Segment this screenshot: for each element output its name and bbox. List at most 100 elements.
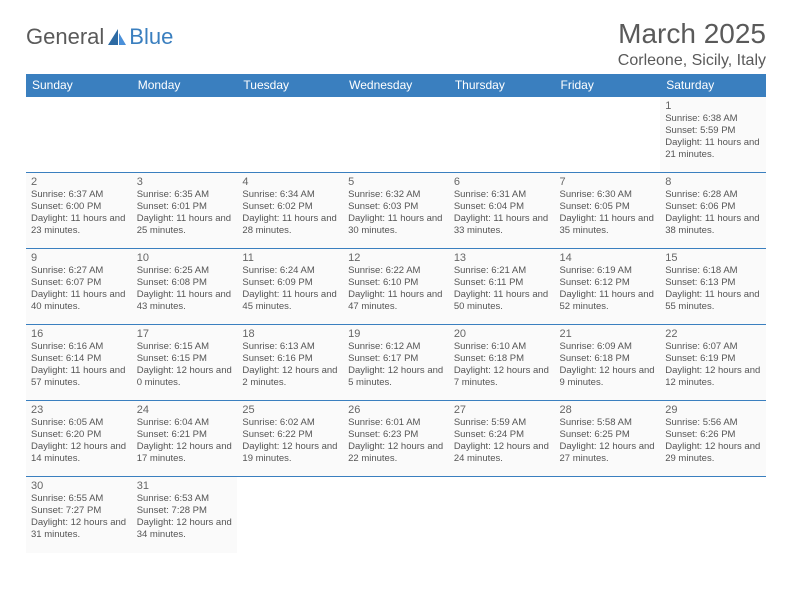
- weekday-header: Monday: [132, 74, 238, 97]
- calendar-day-cell: 19Sunrise: 6:12 AMSunset: 6:17 PMDayligh…: [343, 325, 449, 401]
- sunset-line: Sunset: 6:09 PM: [242, 277, 338, 289]
- day-info: Sunrise: 6:04 AMSunset: 6:21 PMDaylight:…: [137, 417, 233, 465]
- sunset-line: Sunset: 6:19 PM: [665, 353, 761, 365]
- sunset-line: Sunset: 6:08 PM: [137, 277, 233, 289]
- calendar-page: General Blue March 2025 Corleone, Sicily…: [0, 0, 792, 563]
- sunrise-line: Sunrise: 6:13 AM: [242, 341, 338, 353]
- sunrise-line: Sunrise: 6:05 AM: [31, 417, 127, 429]
- day-info: Sunrise: 6:12 AMSunset: 6:17 PMDaylight:…: [348, 341, 444, 389]
- day-number: 15: [665, 252, 761, 264]
- logo-text-2: Blue: [129, 24, 173, 50]
- day-info: Sunrise: 5:59 AMSunset: 6:24 PMDaylight:…: [454, 417, 550, 465]
- sunrise-line: Sunrise: 6:07 AM: [665, 341, 761, 353]
- weekday-header: Friday: [555, 74, 661, 97]
- calendar-day-cell: 7Sunrise: 6:30 AMSunset: 6:05 PMDaylight…: [555, 173, 661, 249]
- sunset-line: Sunset: 6:18 PM: [454, 353, 550, 365]
- day-info: Sunrise: 6:30 AMSunset: 6:05 PMDaylight:…: [560, 189, 656, 237]
- sunrise-line: Sunrise: 6:37 AM: [31, 189, 127, 201]
- calendar-day-cell: 1Sunrise: 6:38 AMSunset: 5:59 PMDaylight…: [660, 97, 766, 173]
- calendar-empty-cell: [26, 97, 132, 173]
- sunset-line: Sunset: 6:01 PM: [137, 201, 233, 213]
- daylight-line: Daylight: 12 hours and 9 minutes.: [560, 365, 656, 389]
- calendar-day-cell: 27Sunrise: 5:59 AMSunset: 6:24 PMDayligh…: [449, 401, 555, 477]
- day-info: Sunrise: 6:24 AMSunset: 6:09 PMDaylight:…: [242, 265, 338, 313]
- sunset-line: Sunset: 6:05 PM: [560, 201, 656, 213]
- sunrise-line: Sunrise: 6:34 AM: [242, 189, 338, 201]
- sunrise-line: Sunrise: 6:10 AM: [454, 341, 550, 353]
- sunrise-line: Sunrise: 6:01 AM: [348, 417, 444, 429]
- sunset-line: Sunset: 6:15 PM: [137, 353, 233, 365]
- day-number: 25: [242, 404, 338, 416]
- day-number: 21: [560, 328, 656, 340]
- calendar-day-cell: 22Sunrise: 6:07 AMSunset: 6:19 PMDayligh…: [660, 325, 766, 401]
- day-number: 6: [454, 176, 550, 188]
- month-title: March 2025: [618, 18, 766, 50]
- day-info: Sunrise: 6:10 AMSunset: 6:18 PMDaylight:…: [454, 341, 550, 389]
- sunset-line: Sunset: 6:12 PM: [560, 277, 656, 289]
- day-number: 22: [665, 328, 761, 340]
- day-number: 16: [31, 328, 127, 340]
- calendar-empty-cell: [132, 97, 238, 173]
- day-info: Sunrise: 6:32 AMSunset: 6:03 PMDaylight:…: [348, 189, 444, 237]
- calendar-empty-cell: [237, 477, 343, 553]
- calendar-day-cell: 29Sunrise: 5:56 AMSunset: 6:26 PMDayligh…: [660, 401, 766, 477]
- calendar-week-row: 2Sunrise: 6:37 AMSunset: 6:00 PMDaylight…: [26, 173, 766, 249]
- day-number: 18: [242, 328, 338, 340]
- daylight-line: Daylight: 11 hours and 33 minutes.: [454, 213, 550, 237]
- day-number: 20: [454, 328, 550, 340]
- day-info: Sunrise: 6:37 AMSunset: 6:00 PMDaylight:…: [31, 189, 127, 237]
- daylight-line: Daylight: 11 hours and 25 minutes.: [137, 213, 233, 237]
- day-info: Sunrise: 6:05 AMSunset: 6:20 PMDaylight:…: [31, 417, 127, 465]
- calendar-day-cell: 13Sunrise: 6:21 AMSunset: 6:11 PMDayligh…: [449, 249, 555, 325]
- sunrise-line: Sunrise: 6:32 AM: [348, 189, 444, 201]
- day-number: 24: [137, 404, 233, 416]
- sunrise-line: Sunrise: 6:15 AM: [137, 341, 233, 353]
- sunset-line: Sunset: 7:28 PM: [137, 505, 233, 517]
- daylight-line: Daylight: 12 hours and 0 minutes.: [137, 365, 233, 389]
- daylight-line: Daylight: 11 hours and 55 minutes.: [665, 289, 761, 313]
- day-number: 12: [348, 252, 444, 264]
- daylight-line: Daylight: 12 hours and 7 minutes.: [454, 365, 550, 389]
- sunrise-line: Sunrise: 6:19 AM: [560, 265, 656, 277]
- day-info: Sunrise: 6:34 AMSunset: 6:02 PMDaylight:…: [242, 189, 338, 237]
- daylight-line: Daylight: 12 hours and 34 minutes.: [137, 517, 233, 541]
- day-number: 13: [454, 252, 550, 264]
- calendar-day-cell: 23Sunrise: 6:05 AMSunset: 6:20 PMDayligh…: [26, 401, 132, 477]
- day-number: 7: [560, 176, 656, 188]
- sunset-line: Sunset: 6:25 PM: [560, 429, 656, 441]
- sunrise-line: Sunrise: 6:21 AM: [454, 265, 550, 277]
- calendar-empty-cell: [555, 97, 661, 173]
- calendar-week-row: 30Sunrise: 6:55 AMSunset: 7:27 PMDayligh…: [26, 477, 766, 553]
- sunrise-line: Sunrise: 5:59 AM: [454, 417, 550, 429]
- sunset-line: Sunset: 5:59 PM: [665, 125, 761, 137]
- day-info: Sunrise: 6:25 AMSunset: 6:08 PMDaylight:…: [137, 265, 233, 313]
- sunset-line: Sunset: 6:16 PM: [242, 353, 338, 365]
- daylight-line: Daylight: 12 hours and 19 minutes.: [242, 441, 338, 465]
- sunrise-line: Sunrise: 6:12 AM: [348, 341, 444, 353]
- day-number: 8: [665, 176, 761, 188]
- calendar-empty-cell: [660, 477, 766, 553]
- day-number: 30: [31, 480, 127, 492]
- sunrise-line: Sunrise: 6:09 AM: [560, 341, 656, 353]
- day-number: 28: [560, 404, 656, 416]
- sunset-line: Sunset: 6:06 PM: [665, 201, 761, 213]
- day-info: Sunrise: 6:15 AMSunset: 6:15 PMDaylight:…: [137, 341, 233, 389]
- sunset-line: Sunset: 6:11 PM: [454, 277, 550, 289]
- sunset-line: Sunset: 6:04 PM: [454, 201, 550, 213]
- weekday-header-row: SundayMondayTuesdayWednesdayThursdayFrid…: [26, 74, 766, 97]
- calendar-week-row: 23Sunrise: 6:05 AMSunset: 6:20 PMDayligh…: [26, 401, 766, 477]
- sunset-line: Sunset: 7:27 PM: [31, 505, 127, 517]
- sunset-line: Sunset: 6:21 PM: [137, 429, 233, 441]
- day-number: 4: [242, 176, 338, 188]
- day-info: Sunrise: 6:09 AMSunset: 6:18 PMDaylight:…: [560, 341, 656, 389]
- sunset-line: Sunset: 6:00 PM: [31, 201, 127, 213]
- daylight-line: Daylight: 11 hours and 23 minutes.: [31, 213, 127, 237]
- day-number: 31: [137, 480, 233, 492]
- day-info: Sunrise: 6:35 AMSunset: 6:01 PMDaylight:…: [137, 189, 233, 237]
- day-number: 9: [31, 252, 127, 264]
- calendar-day-cell: 14Sunrise: 6:19 AMSunset: 6:12 PMDayligh…: [555, 249, 661, 325]
- calendar-day-cell: 2Sunrise: 6:37 AMSunset: 6:00 PMDaylight…: [26, 173, 132, 249]
- calendar-week-row: 1Sunrise: 6:38 AMSunset: 5:59 PMDaylight…: [26, 97, 766, 173]
- sunset-line: Sunset: 6:23 PM: [348, 429, 444, 441]
- daylight-line: Daylight: 11 hours and 47 minutes.: [348, 289, 444, 313]
